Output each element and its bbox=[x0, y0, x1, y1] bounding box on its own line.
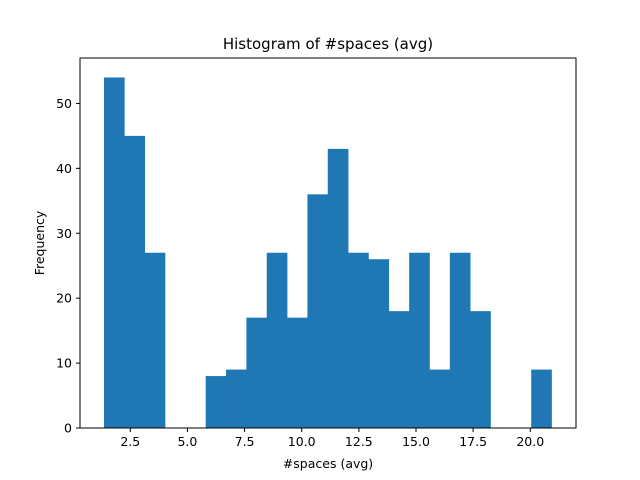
x-tick-label: 20.0 bbox=[516, 434, 544, 449]
histogram-bar bbox=[104, 77, 125, 428]
y-tick-label: 0 bbox=[64, 421, 72, 436]
histogram-bar bbox=[388, 311, 410, 428]
bars-group bbox=[104, 77, 552, 429]
histogram-bar bbox=[266, 252, 288, 428]
histogram-bar bbox=[470, 311, 491, 428]
y-tick-label: 20 bbox=[56, 291, 72, 306]
histogram-bar bbox=[409, 252, 430, 428]
histogram-bar bbox=[327, 148, 349, 428]
y-tick-label: 40 bbox=[56, 161, 72, 176]
y-tick-label: 10 bbox=[56, 356, 72, 371]
histogram-bar bbox=[531, 369, 552, 428]
x-axis-ticks: 2.5 5.0 7.5 10.0 12.5 15.0 17.5 20.0 bbox=[120, 428, 544, 449]
histogram-bar bbox=[144, 252, 166, 428]
histogram-bar bbox=[368, 259, 390, 428]
y-tick-label: 30 bbox=[56, 226, 72, 241]
histogram-bar bbox=[246, 317, 268, 428]
x-tick-label: 15.0 bbox=[402, 434, 430, 449]
histogram-bar bbox=[449, 252, 471, 428]
histogram-bar bbox=[124, 135, 145, 429]
chart-title: Histogram of #spaces (avg) bbox=[223, 35, 433, 53]
histogram-bar bbox=[307, 194, 329, 428]
y-axis-ticks: 0 10 20 30 40 50 bbox=[56, 96, 80, 436]
x-tick-label: 10.0 bbox=[288, 434, 316, 449]
histogram-bar bbox=[348, 252, 369, 428]
x-tick-label: 12.5 bbox=[345, 434, 373, 449]
x-tick-label: 7.5 bbox=[235, 434, 255, 449]
histogram-bar bbox=[226, 369, 247, 428]
y-axis-label: Frequency bbox=[32, 210, 47, 275]
histogram-bar bbox=[205, 376, 227, 428]
x-tick-label: 2.5 bbox=[120, 434, 140, 449]
x-tick-label: 5.0 bbox=[177, 434, 197, 449]
histogram-bar bbox=[429, 369, 451, 428]
x-tick-label: 17.5 bbox=[459, 434, 487, 449]
histogram-bar bbox=[287, 317, 308, 428]
x-axis-label: #spaces (avg) bbox=[283, 456, 373, 471]
y-tick-label: 50 bbox=[56, 96, 72, 111]
plot-frame bbox=[79, 57, 577, 429]
